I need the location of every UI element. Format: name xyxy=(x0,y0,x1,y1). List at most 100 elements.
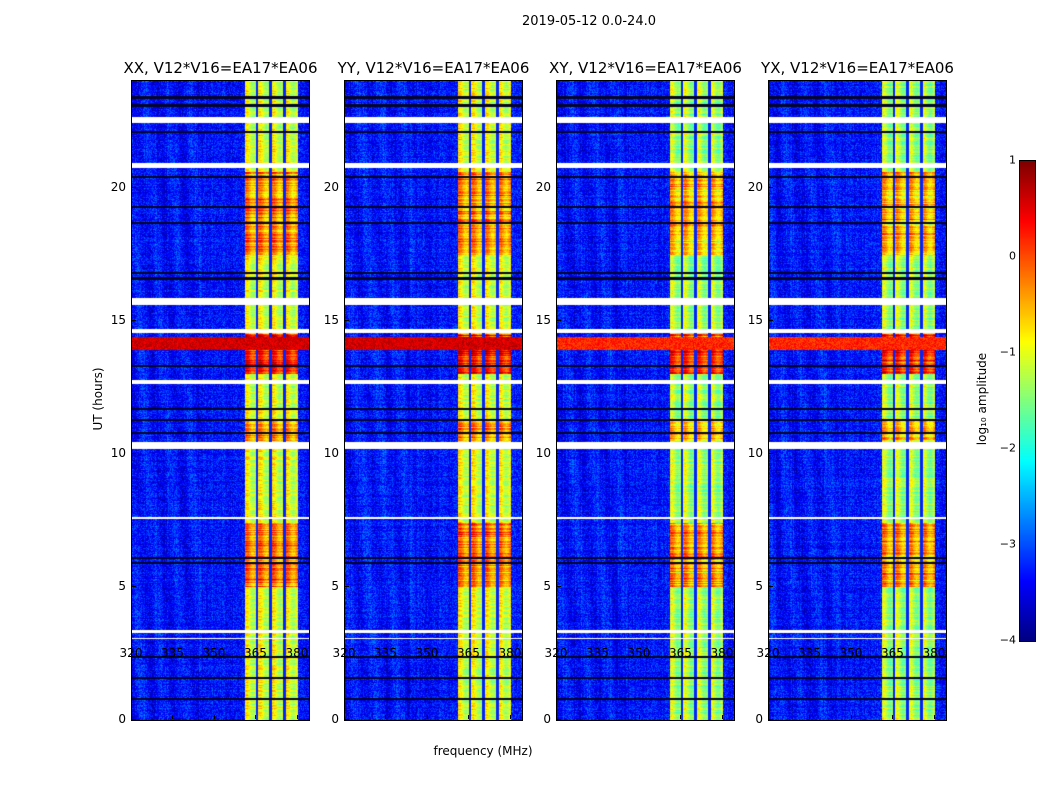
x-tick-mark xyxy=(426,715,428,719)
y-tick-label: 0 xyxy=(543,712,551,726)
colorbar-tick-label: −1 xyxy=(999,345,1016,359)
x-tick-mark xyxy=(768,715,769,719)
y-tick-label: 5 xyxy=(755,578,763,593)
x-tick-label: 350 xyxy=(202,646,226,660)
panel-title: XY, V12*V16=EA17*EA06 xyxy=(549,59,742,77)
x-tick-label: 365 xyxy=(669,646,692,660)
y-tick-mark xyxy=(345,719,349,720)
y-tick-mark xyxy=(769,585,773,587)
y-tick-label: 15 xyxy=(323,312,339,327)
y-tick-mark xyxy=(557,719,561,720)
y-tick-mark xyxy=(769,186,773,188)
y-tick-mark xyxy=(769,719,773,720)
heatmap-canvas xyxy=(132,81,309,720)
y-tick-mark xyxy=(769,452,773,454)
y-tick-mark xyxy=(132,186,136,188)
x-tick-mark xyxy=(892,715,894,719)
x-tick-label: 365 xyxy=(881,646,904,660)
colorbar-tick-label: −4 xyxy=(999,633,1016,647)
heatmap-panel: YY, V12*V16=EA17*EA06 xyxy=(338,59,529,721)
y-tick-mark xyxy=(769,319,773,321)
x-tick-mark xyxy=(638,715,640,719)
x-tick-label: 365 xyxy=(244,646,267,660)
x-tick-label: 320 xyxy=(119,646,143,660)
y-tick-label: 5 xyxy=(118,578,126,593)
x-tick-mark xyxy=(385,715,387,719)
x-tick-mark xyxy=(344,715,345,719)
colorbar-tick-label: −3 xyxy=(999,537,1016,551)
y-tick-mark xyxy=(345,186,349,188)
x-tick-label: 320 xyxy=(756,646,780,660)
x-tick-label: 335 xyxy=(798,646,821,660)
y-tick-mark xyxy=(345,585,349,587)
x-tick-mark xyxy=(213,715,215,719)
heatmap-panel: XX, V12*V16=EA17*EA06 xyxy=(123,59,318,721)
x-tick-label: 320 xyxy=(332,646,356,660)
y-tick-mark xyxy=(557,452,561,454)
x-tick-label: 335 xyxy=(374,646,397,660)
x-tick-label: 350 xyxy=(415,646,439,660)
colorbar-tick-label: −2 xyxy=(999,441,1016,455)
colorbar-label: log₁₀ amplitude xyxy=(975,352,989,446)
y-tick-label: 0 xyxy=(118,712,126,726)
y-tick-mark xyxy=(345,452,349,454)
y-tick-mark xyxy=(345,319,349,321)
x-tick-mark xyxy=(468,715,470,719)
x-tick-mark xyxy=(509,715,511,719)
heatmap-panel: XY, V12*V16=EA17*EA06 xyxy=(549,59,742,721)
y-tick-label: 10 xyxy=(535,445,551,460)
y-tick-mark xyxy=(557,186,561,188)
x-tick-mark xyxy=(680,715,682,719)
x-tick-mark xyxy=(296,715,298,719)
x-tick-mark xyxy=(597,715,599,719)
y-tick-mark xyxy=(132,319,136,321)
x-tick-label: 380 xyxy=(285,646,309,660)
x-tick-mark xyxy=(556,715,557,719)
x-tick-label: 350 xyxy=(627,646,651,660)
x-tick-label: 320 xyxy=(544,646,568,660)
y-tick-label: 20 xyxy=(323,179,339,194)
y-tick-mark xyxy=(132,719,136,720)
x-tick-label: 365 xyxy=(457,646,480,660)
y-axis-label: UT (hours) xyxy=(91,367,105,431)
colorbar-tick-label: 0 xyxy=(1009,249,1016,263)
x-tick-mark xyxy=(721,715,723,719)
x-tick-mark xyxy=(172,715,174,719)
panel-title: YY, V12*V16=EA17*EA06 xyxy=(337,59,530,77)
y-tick-label: 0 xyxy=(755,712,763,726)
y-tick-mark xyxy=(132,452,136,454)
x-tick-mark xyxy=(131,715,132,719)
colorbar xyxy=(1019,160,1036,642)
y-tick-label: 20 xyxy=(747,179,763,194)
x-tick-label: 380 xyxy=(922,646,946,660)
colorbar-tick-label: 1 xyxy=(1009,153,1016,167)
y-tick-label: 5 xyxy=(331,578,339,593)
x-axis-label: frequency (MHz) xyxy=(433,744,533,758)
x-tick-label: 335 xyxy=(586,646,609,660)
y-tick-label: 15 xyxy=(110,312,126,327)
heatmap-canvas xyxy=(345,81,522,720)
y-tick-label: 20 xyxy=(110,179,126,194)
x-tick-label: 380 xyxy=(498,646,522,660)
panel-title: YX, V12*V16=EA17*EA06 xyxy=(761,59,954,77)
y-tick-label: 10 xyxy=(747,445,763,460)
x-tick-mark xyxy=(933,715,935,719)
heatmap-panel: YX, V12*V16=EA17*EA06 xyxy=(761,59,954,721)
y-tick-label: 10 xyxy=(110,445,126,460)
x-tick-mark xyxy=(255,715,257,719)
y-tick-label: 0 xyxy=(331,712,339,726)
y-tick-mark xyxy=(557,319,561,321)
y-tick-label: 15 xyxy=(535,312,551,327)
heatmap-canvas xyxy=(769,81,946,720)
x-tick-mark xyxy=(809,715,811,719)
x-tick-label: 380 xyxy=(710,646,734,660)
y-tick-label: 10 xyxy=(323,445,339,460)
figure-title: 2019-05-12 0.0-24.0 xyxy=(522,14,656,29)
y-tick-label: 5 xyxy=(543,578,551,593)
y-tick-mark xyxy=(557,585,561,587)
y-tick-mark xyxy=(132,585,136,587)
y-tick-label: 15 xyxy=(747,312,763,327)
y-tick-label: 20 xyxy=(535,179,551,194)
x-tick-mark xyxy=(850,715,852,719)
